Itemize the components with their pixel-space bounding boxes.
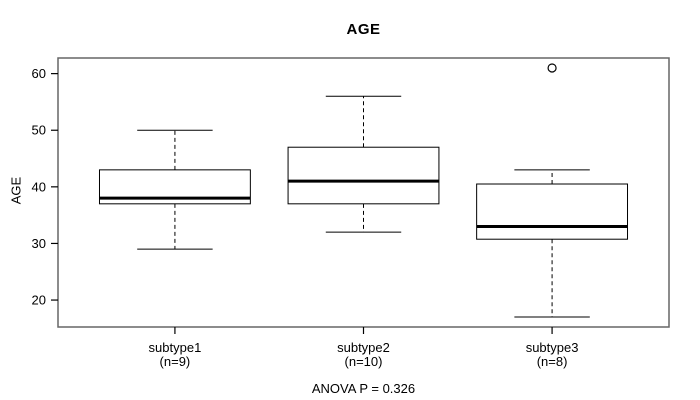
anova-p-label: ANOVA P = 0.326 (311, 381, 416, 396)
category-n-label: (n=9) (160, 354, 191, 369)
outlier-point (547, 63, 557, 73)
category-n-label: (n=10) (345, 354, 383, 369)
y-tick-label: 50 (32, 123, 46, 138)
iqr-box (476, 183, 629, 240)
iqr-box (287, 146, 440, 205)
category-label: subtype2 (337, 340, 390, 355)
category-n-label: (n=8) (537, 354, 568, 369)
y-tick-label: 60 (32, 66, 46, 81)
y-tick-label: 40 (32, 179, 46, 194)
category-label: subtype1 (149, 340, 202, 355)
chart-title: AGE (346, 21, 381, 38)
y-tick-label: 30 (32, 236, 46, 251)
category-label: subtype3 (526, 340, 579, 355)
y-tick-label: 20 (32, 293, 46, 308)
